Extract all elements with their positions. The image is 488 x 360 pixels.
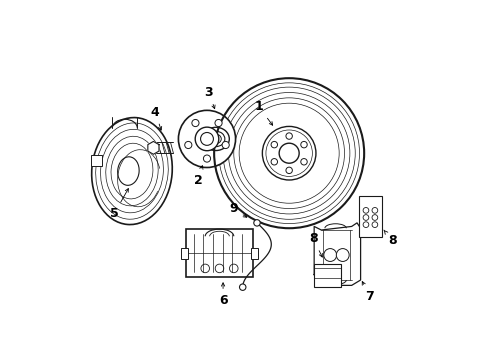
Text: 8: 8 [308,233,322,257]
Circle shape [195,127,218,151]
FancyBboxPatch shape [186,229,252,277]
Circle shape [300,158,306,165]
Circle shape [239,284,245,291]
Circle shape [200,132,213,145]
Circle shape [222,141,229,149]
Text: 7: 7 [362,282,373,303]
Circle shape [363,207,368,213]
Text: 1: 1 [254,100,272,125]
Circle shape [178,111,235,167]
Circle shape [270,141,277,148]
Polygon shape [147,141,159,154]
Text: 4: 4 [150,105,162,130]
Text: 6: 6 [218,283,227,307]
Circle shape [253,220,260,226]
Text: 9: 9 [229,202,246,217]
FancyBboxPatch shape [313,264,340,287]
Circle shape [371,215,377,220]
Circle shape [336,249,348,261]
Circle shape [203,155,210,162]
Text: 3: 3 [204,86,215,109]
Circle shape [371,222,377,228]
Text: 2: 2 [193,166,203,186]
Circle shape [184,141,191,149]
Text: 8: 8 [383,230,396,247]
Circle shape [285,167,292,174]
Circle shape [191,120,199,127]
FancyBboxPatch shape [358,196,381,237]
Polygon shape [313,223,360,285]
Circle shape [371,207,377,213]
Circle shape [270,158,277,165]
Circle shape [215,120,222,127]
Circle shape [279,143,299,163]
Ellipse shape [91,118,172,225]
Text: 5: 5 [109,189,128,220]
Circle shape [300,141,306,148]
FancyBboxPatch shape [181,248,188,258]
FancyBboxPatch shape [91,155,102,166]
Circle shape [323,249,336,261]
Circle shape [285,133,292,139]
Ellipse shape [202,127,229,150]
Circle shape [363,215,368,220]
Circle shape [363,222,368,228]
Circle shape [214,78,364,228]
FancyBboxPatch shape [250,248,257,258]
